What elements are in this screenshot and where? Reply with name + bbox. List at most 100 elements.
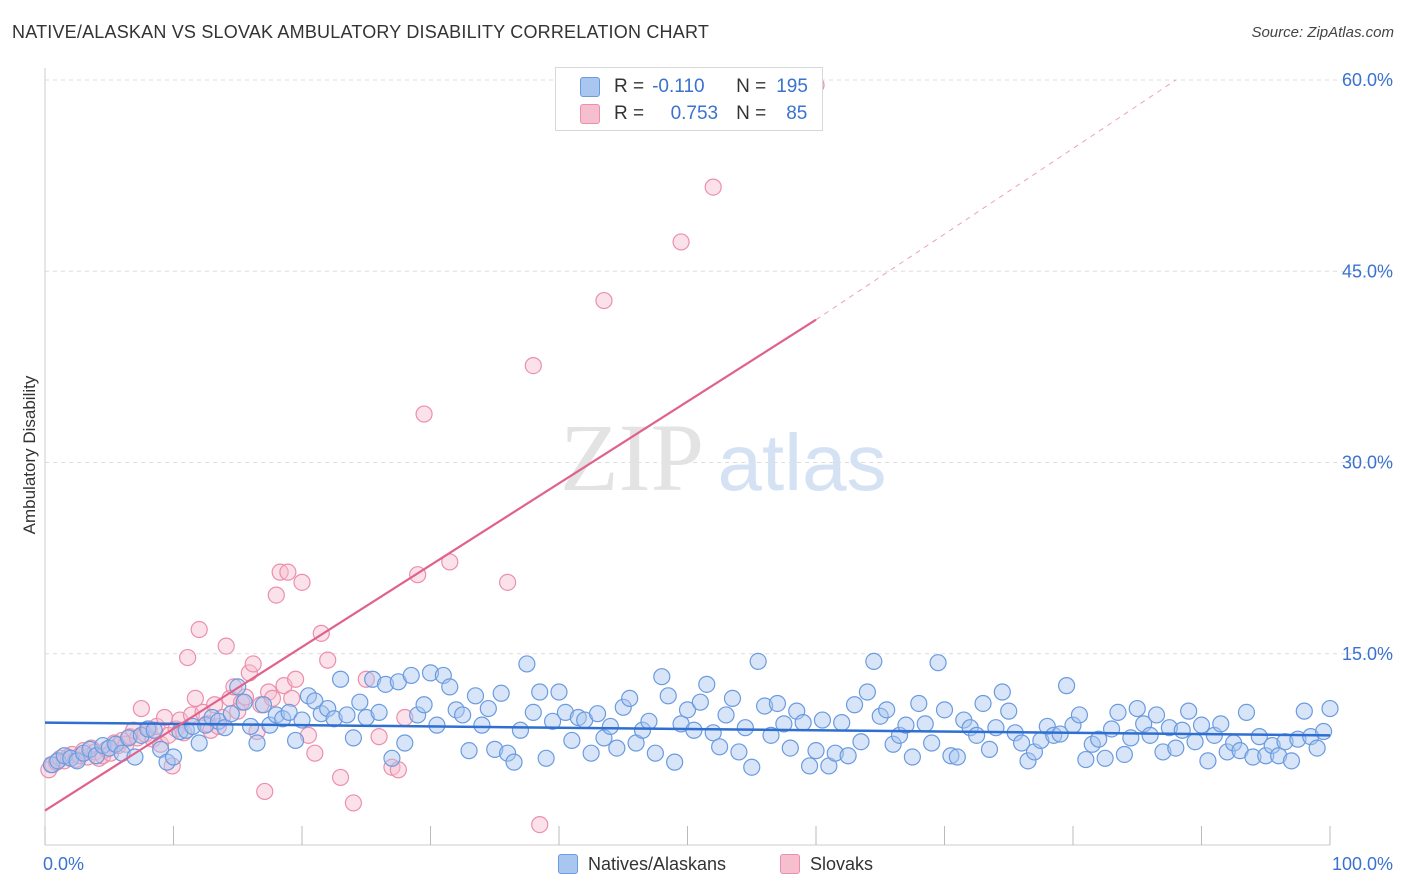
natives-point [833,713,851,732]
natives-point [698,675,716,693]
slovaks-point [263,689,282,707]
natives-point [235,693,253,711]
natives-point [286,731,305,750]
natives-point [402,666,420,685]
natives-point [499,744,517,762]
natives-point [781,739,799,757]
slovaks-point [286,670,305,688]
natives-point [974,694,992,713]
x-tick-label: 0.0% [43,854,84,874]
natives-point [935,701,954,719]
natives-point [331,670,350,688]
natives-points [42,652,1339,776]
natives-point [370,703,388,722]
natives-point [768,694,787,713]
natives-point [878,701,896,719]
natives-point [1160,719,1178,737]
natives-point [1154,743,1172,761]
slovaks-point [186,689,204,707]
r-label: R = [614,76,645,97]
natives-point [923,734,941,752]
natives-point [1257,747,1275,765]
slovaks-swatch [580,104,600,124]
natives-point [505,753,523,771]
stats-row-natives: R = -0.110 N = 195 [580,74,808,100]
source-label: Source: ZipAtlas.com [1251,24,1394,41]
natives-point [254,696,273,714]
natives-point [1167,739,1185,757]
natives-point [1237,703,1256,722]
stats-legend: R = -0.110 N = 195 R = 0.753 N = 85 [555,67,823,131]
natives-point [916,715,934,733]
y-tick-label: 30.0% [1342,453,1393,473]
natives-point [871,707,889,725]
natives-point [441,678,459,696]
natives-point [1199,752,1217,770]
natives-point [1269,747,1288,765]
slovaks-point [319,651,337,669]
slovaks-point [283,689,301,707]
slovaks-point [293,573,311,591]
slovaks-point [179,648,197,667]
slovaks-point [190,620,208,639]
natives-point [794,713,812,732]
r-label: R = [614,103,645,124]
natives-point [858,683,877,701]
slovaks-trendline [44,318,817,812]
natives-point [730,743,748,761]
natives-point [646,744,664,762]
natives-point [852,733,870,751]
natives-point [184,717,202,736]
natives-point [1295,702,1313,720]
natives-point [1141,726,1159,744]
natives-point [813,711,832,729]
natives-point [910,694,928,713]
natives-point [486,740,504,758]
natives-point [653,668,671,686]
legend-label-natives: Natives/Alaskans [588,853,727,874]
natives-point [338,706,356,724]
natives-point [543,712,562,730]
natives-point [280,703,298,722]
natives-point [601,717,620,736]
slovaks-point [299,726,318,744]
slovaks-point [524,357,542,375]
natives-point [633,721,652,739]
natives-point [248,734,266,752]
natives-point [325,710,343,728]
natives-point [119,729,138,747]
chart-title: NATIVE/ALASKAN VS SLOVAK AMBULATORY DISA… [12,22,710,42]
n-value: 195 [776,76,808,97]
natives-point [903,748,921,766]
legend-item-slovaks: Slovaks [780,852,873,876]
n-label: N = [736,76,767,97]
natives-point [897,716,915,734]
watermark-atlas: atlas [718,418,887,507]
natives-point [1218,743,1236,761]
natives-point [479,699,497,718]
r-value: -0.110 [652,76,705,97]
slovaks-point [209,717,228,736]
natives-point [1244,748,1262,766]
natives-point [274,710,292,728]
natives-point [839,747,857,765]
natives-point [736,719,754,737]
natives-point [717,706,735,724]
natives-point [563,731,581,750]
natives-point [1000,702,1018,720]
natives-point [344,729,362,747]
natives-point [492,684,510,702]
natives-point [743,758,761,776]
natives-point [621,689,639,707]
natives-point [711,738,729,756]
natives-point [242,717,260,736]
natives-point [556,703,575,722]
slovaks-point [331,768,350,787]
natives-swatch [580,77,600,97]
natives-trendline [44,721,1331,737]
natives-point [145,721,163,739]
natives-point [1186,733,1204,751]
natives-point [511,721,530,739]
axes [44,68,1331,846]
natives-point [222,705,240,723]
